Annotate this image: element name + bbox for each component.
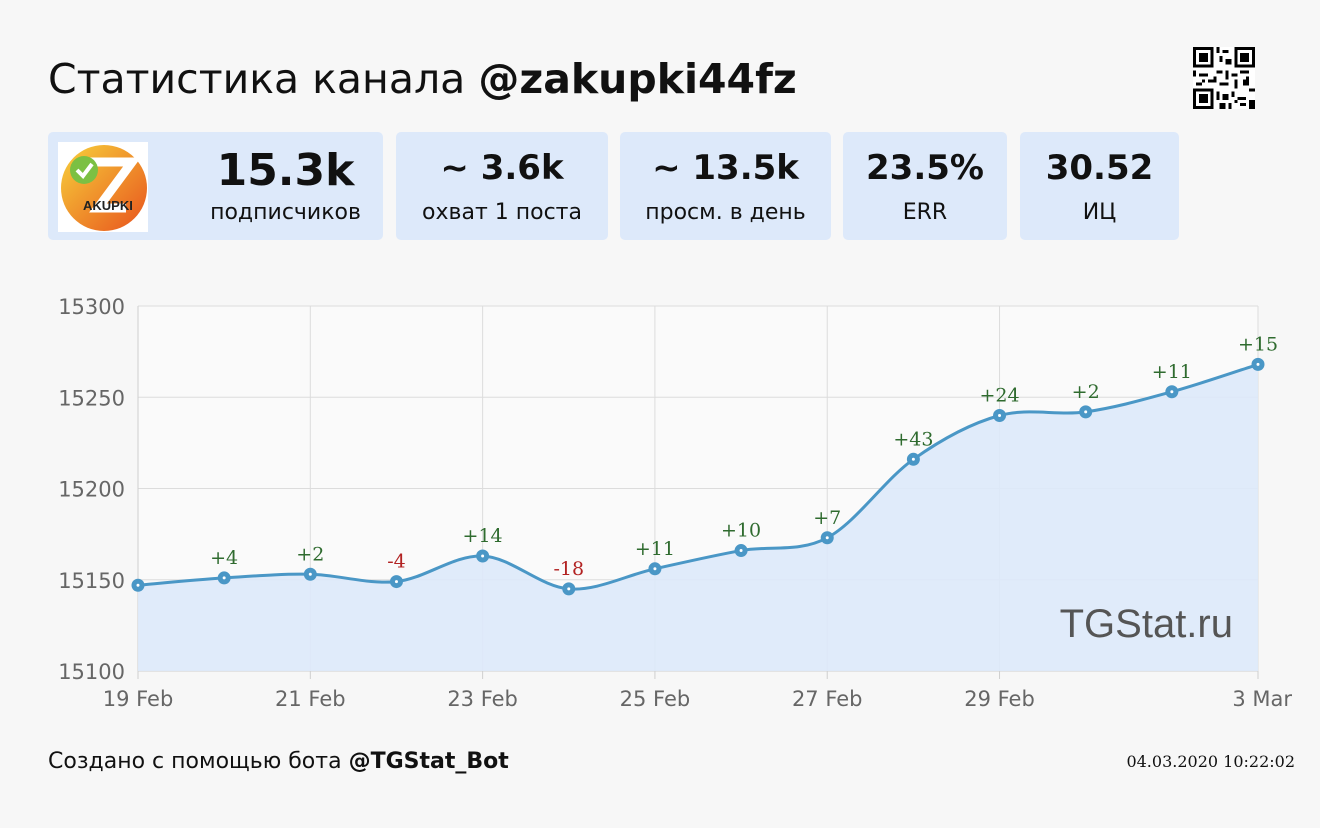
delta-label: +7 [813, 507, 841, 529]
chart-series-line [137, 362, 1259, 591]
x-tick-label: 3 Mar [1232, 687, 1292, 711]
x-tick-label: 23 Feb [447, 687, 518, 711]
x-tick-label: 19 Feb [103, 687, 174, 711]
watermark: TGStat.ru [1060, 602, 1233, 646]
err-label: ERR [902, 200, 948, 225]
daily-views-label: просм. в день [645, 200, 806, 225]
delta-label: +2 [1072, 381, 1100, 403]
citation-index-card: 30.52 ИЦ [1020, 132, 1179, 240]
data-point-center [308, 572, 312, 576]
channel-handle: @zakupki44fz [478, 55, 797, 103]
err-value: 23.5% [866, 148, 984, 188]
err-card: 23.5% ERR [843, 132, 1007, 240]
daily-views-card: ~ 13.5k просм. в день [620, 132, 831, 240]
bot-link[interactable]: @TGStat_Bot [348, 749, 509, 774]
y-tick-label: 15100 [58, 660, 125, 684]
reach-card: ~ 3.6k охват 1 поста [396, 132, 608, 240]
subscribers-chart: TGStat.ru +4 +2 -4 +14 -18 +11 +10 +7 +43 +24 +2 +1… [58, 295, 1292, 711]
y-tick-label: 15200 [58, 478, 125, 502]
delta-label: -4 [387, 551, 406, 573]
subscribers-value: 15.3k [216, 145, 355, 196]
data-point-center [653, 567, 657, 571]
page-title: Статистика канала @zakupki44fz [48, 52, 797, 106]
qr-code-icon [1193, 47, 1255, 109]
footer-prefix: Создано с помощью бота [48, 749, 342, 774]
y-axis-ticks: 15100 15150 15200 15250 15300 [58, 295, 125, 684]
delta-label: +15 [1238, 333, 1278, 355]
chart-points [131, 357, 1265, 596]
delta-label: +43 [893, 428, 933, 450]
citation-index-label: ИЦ [1082, 200, 1117, 225]
x-axis-ticks: 19 Feb 21 Feb 23 Feb 25 Feb 27 Feb 29 Feb 3 Ma… [103, 671, 1292, 711]
reach-label: охват 1 поста [422, 200, 582, 225]
citation-index-value: 30.52 [1045, 148, 1154, 188]
x-tick-label: 21 Feb [275, 687, 346, 711]
chart-delta-labels: +4 +2 -4 +14 -18 +11 +10 +7 +43 +24 +2 +11 +15 [210, 333, 1278, 579]
subscribers-label: подписчиков [210, 200, 361, 225]
y-tick-label: 15150 [58, 569, 125, 593]
data-point-center [567, 587, 571, 591]
data-point-center [1170, 390, 1174, 394]
x-tick-label: 27 Feb [792, 687, 863, 711]
delta-label: +2 [296, 543, 324, 565]
logo-text: AKUPKI [83, 198, 133, 213]
data-point-center [1256, 362, 1260, 366]
timestamp: 04.03.2020 10:22:02 [1126, 752, 1295, 771]
chart-area-fill [138, 364, 1258, 671]
data-point-center [222, 576, 226, 580]
delta-label: -18 [553, 558, 584, 580]
data-point-center [1084, 410, 1088, 414]
data-point-center [911, 457, 915, 461]
x-tick-label: 25 Feb [620, 687, 691, 711]
reach-value: ~ 3.6k [440, 148, 564, 188]
subscribers-card: AKUPKI 15.3k подписчиков [48, 132, 383, 240]
y-tick-label: 15250 [58, 386, 125, 410]
footer-credit: Создано с помощью бота @TGStat_Bot [48, 748, 509, 776]
data-point-center [136, 583, 140, 587]
delta-label: +4 [210, 547, 238, 569]
data-point-center [739, 549, 743, 553]
delta-label: +24 [979, 385, 1019, 407]
delta-label: +14 [463, 525, 503, 547]
data-point-center [481, 554, 485, 558]
daily-views-value: ~ 13.5k [652, 148, 799, 188]
channel-logo: AKUPKI [58, 142, 148, 232]
delta-label: +11 [635, 538, 675, 560]
delta-label: +10 [721, 520, 761, 542]
title-prefix: Статистика канала [48, 55, 466, 103]
delta-label: +11 [1152, 361, 1192, 383]
y-tick-label: 15300 [58, 295, 125, 319]
data-point-center [825, 536, 829, 540]
data-point-center [998, 414, 1002, 417]
data-point-center [394, 580, 398, 584]
x-tick-label: 29 Feb [964, 687, 1035, 711]
